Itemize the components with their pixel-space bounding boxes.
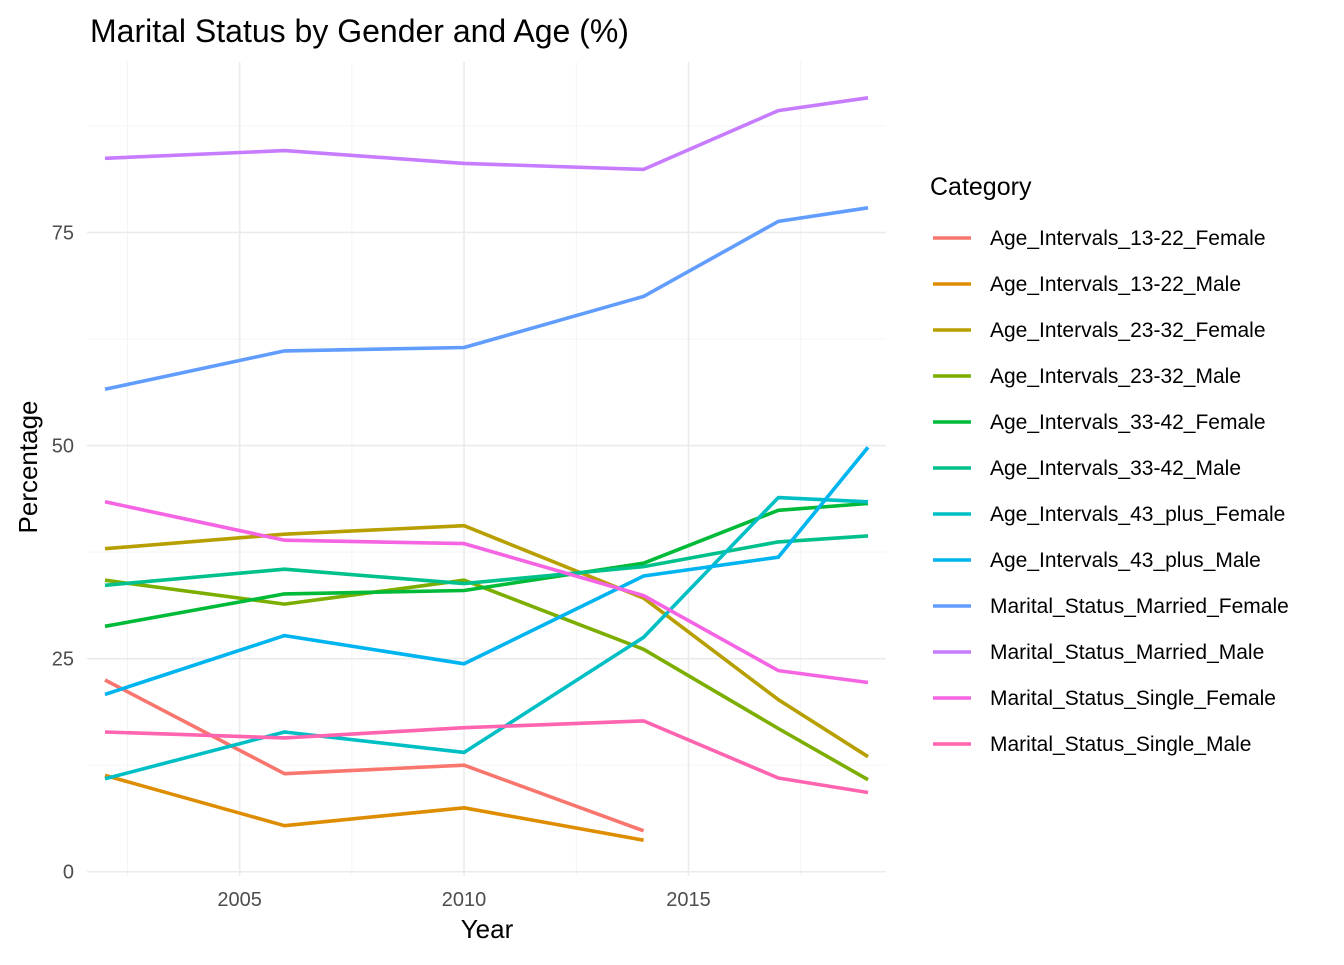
legend-label: Age_Intervals_13-22_Female (990, 227, 1266, 250)
x-tick-label: 2010 (442, 889, 487, 911)
legend-label: Age_Intervals_33-42_Female (990, 411, 1266, 434)
legend-label: Marital_Status_Single_Female (990, 687, 1276, 710)
legend-label: Age_Intervals_13-22_Male (990, 273, 1241, 296)
legend-label: Age_Intervals_43_plus_Female (990, 503, 1285, 526)
series-line-age-intervals-43-plus-female (104, 495, 869, 781)
series-line-marital-status-married-female (104, 206, 869, 392)
legend-item: Age_Intervals_23-32_Male (933, 365, 1241, 388)
legend-item: Marital_Status_Single_Male (933, 733, 1251, 756)
x-axis-ticks: 2005 2010 2015 (217, 889, 710, 911)
legend-item: Age_Intervals_13-22_Female (933, 227, 1266, 250)
legend-item: Marital_Status_Married_Female (933, 595, 1289, 618)
series-line-age-intervals-43-plus-male (104, 446, 870, 697)
y-tick-label: 25 (52, 649, 74, 671)
series-line-marital-status-single-male (104, 719, 869, 795)
y-tick-label: 75 (52, 222, 74, 244)
gridlines (87, 62, 886, 876)
legend-label: Age_Intervals_23-32_Male (990, 365, 1241, 388)
legend-label: Marital_Status_Married_Female (990, 595, 1289, 618)
series-line-age-intervals-13-22-male (104, 773, 644, 842)
chart-title: Marital Status by Gender and Age (%) (90, 13, 629, 49)
legend-items: Age_Intervals_13-22_Female Age_Intervals_… (933, 227, 1289, 756)
legend-title: Category (930, 173, 1032, 201)
y-tick-label: 50 (52, 436, 74, 458)
x-axis-title: Year (461, 914, 514, 944)
legend-item: Age_Intervals_33-42_Female (933, 411, 1266, 434)
legend-item: Marital_Status_Single_Female (933, 687, 1276, 710)
legend-label: Marital_Status_Single_Male (990, 733, 1251, 756)
legend-label: Marital_Status_Married_Male (990, 641, 1264, 664)
series-line-age-intervals-23-32-female (104, 523, 869, 759)
legend-item: Age_Intervals_43_plus_Male (933, 549, 1261, 572)
series-line-age-intervals-13-22-female (104, 678, 645, 833)
legend-item: Age_Intervals_13-22_Male (933, 273, 1241, 296)
legend-item: Marital_Status_Married_Male (933, 641, 1264, 664)
y-axis-ticks: 0 25 50 75 (52, 222, 74, 883)
legend-item: Age_Intervals_43_plus_Female (933, 503, 1285, 526)
legend-item: Age_Intervals_23-32_Female (933, 319, 1266, 342)
x-tick-label: 2015 (666, 889, 711, 911)
legend-label: Age_Intervals_23-32_Female (990, 319, 1266, 342)
y-axis-title: Percentage (13, 401, 43, 534)
series-lines (104, 96, 870, 842)
series-line-marital-status-single-female (104, 500, 869, 685)
series-line-marital-status-married-male (104, 96, 869, 172)
legend-label: Age_Intervals_33-42_Male (990, 457, 1241, 480)
legend: Category Age_Intervals_13-22_FemaleAge_I… (930, 173, 1289, 756)
x-tick-label: 2005 (217, 889, 262, 911)
legend-label: Age_Intervals_43_plus_Male (990, 549, 1261, 572)
y-tick-label: 0 (63, 862, 74, 884)
legend-item: Age_Intervals_33-42_Male (933, 457, 1241, 480)
